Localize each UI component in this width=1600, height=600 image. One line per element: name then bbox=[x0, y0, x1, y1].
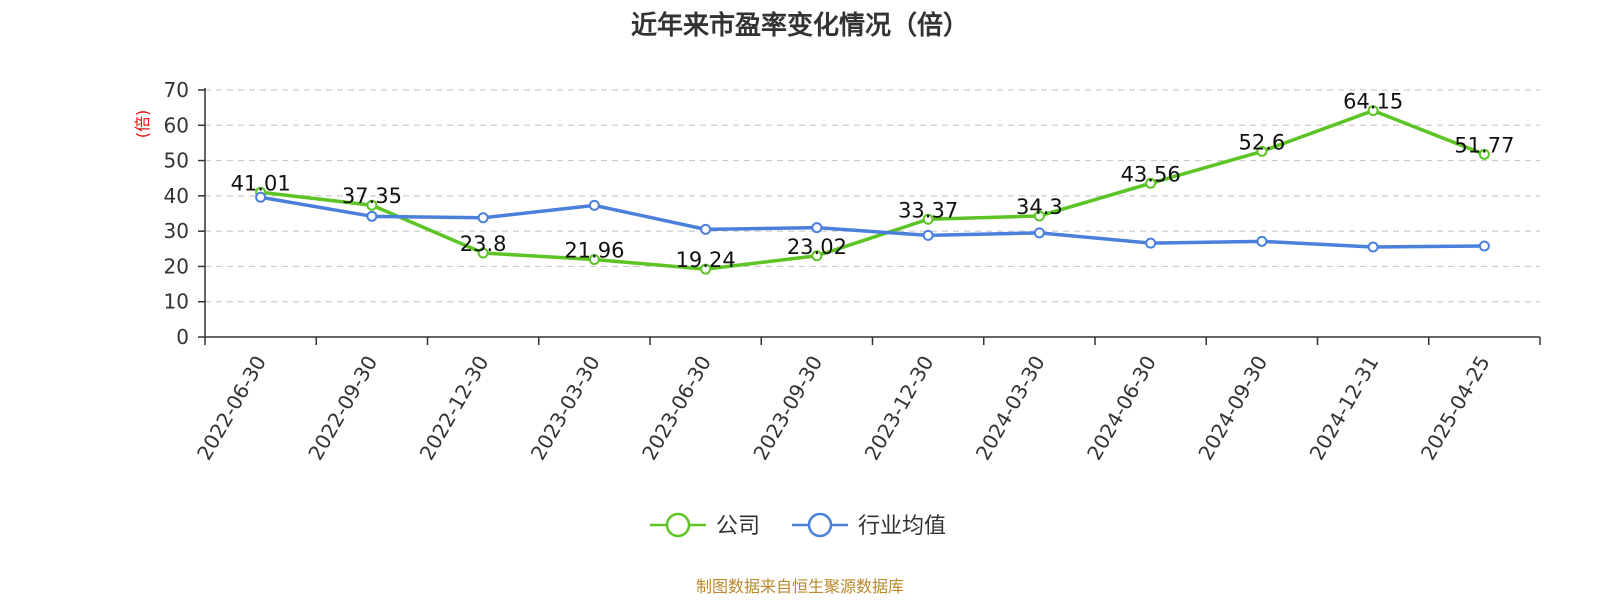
y-tick-label: 0 bbox=[176, 325, 189, 349]
y-axis-label: (倍) bbox=[133, 110, 152, 139]
chart-title: 近年来市盈率变化情况（倍） bbox=[631, 10, 969, 41]
y-tick-label: 20 bbox=[164, 254, 189, 278]
x-tick-label: 2024-12-31 bbox=[1305, 352, 1384, 465]
data-label: 64.15 bbox=[1343, 90, 1403, 114]
x-tick-label: 2025-04-25 bbox=[1416, 352, 1495, 465]
legend-label: 公司 bbox=[716, 514, 760, 539]
series-line-1 bbox=[260, 195, 1485, 249]
data-label: 19.24 bbox=[676, 248, 736, 272]
data-point[interactable] bbox=[1478, 148, 1490, 160]
legend-marker bbox=[807, 512, 833, 538]
data-label: 23.8 bbox=[460, 232, 507, 256]
data-point[interactable] bbox=[477, 247, 489, 259]
data-label: 37.35 bbox=[342, 184, 402, 208]
x-tick-label: 2022-06-30 bbox=[192, 352, 271, 465]
y-tick-label: 70 bbox=[164, 78, 189, 102]
data-point[interactable] bbox=[1256, 145, 1268, 157]
legend-marker bbox=[665, 512, 691, 538]
source-note: 制图数据来自恒生聚源数据库 bbox=[696, 577, 904, 596]
x-tick-label: 2023-06-30 bbox=[637, 352, 716, 465]
y-tick-label: 30 bbox=[164, 219, 189, 243]
data-point[interactable] bbox=[588, 254, 600, 266]
data-point[interactable] bbox=[922, 229, 934, 241]
series-lines bbox=[255, 105, 1490, 275]
axes: 0 10 20 30 40 50 60 70 2022-06-30 2022-09-30 2022-… bbox=[164, 78, 1541, 465]
x-tick-label: 2022-09-30 bbox=[303, 352, 382, 465]
x-tick-label: 2023-03-30 bbox=[526, 352, 605, 465]
legend[interactable]: 公司 行业均值 bbox=[650, 512, 946, 539]
data-point[interactable] bbox=[700, 223, 712, 235]
y-tick-label: 60 bbox=[164, 113, 189, 137]
data-point[interactable] bbox=[811, 222, 823, 234]
data-label: 52.6 bbox=[1238, 130, 1285, 154]
data-point[interactable] bbox=[1256, 235, 1268, 247]
x-tick-label: 2022-12-30 bbox=[415, 352, 494, 465]
data-labels: 41.01 37.35 23.8 21.96 19.24 23.02 33.37 34.3 43… bbox=[231, 90, 1515, 272]
data-point[interactable] bbox=[1367, 241, 1379, 253]
x-tick-label: 2023-12-30 bbox=[860, 352, 939, 465]
data-point[interactable] bbox=[1033, 210, 1045, 222]
legend-item-1[interactable]: 行业均值 bbox=[792, 512, 946, 539]
data-point[interactable] bbox=[477, 212, 489, 224]
data-point[interactable] bbox=[811, 250, 823, 262]
data-point[interactable] bbox=[1145, 177, 1157, 189]
data-label: 43.56 bbox=[1121, 162, 1181, 186]
y-tick-label: 10 bbox=[164, 290, 189, 314]
data-point[interactable] bbox=[1367, 105, 1379, 117]
x-tick-label: 2024-06-30 bbox=[1082, 352, 1161, 465]
y-tick-label: 50 bbox=[164, 149, 189, 173]
x-tick-label: 2024-09-30 bbox=[1193, 352, 1272, 465]
data-point[interactable] bbox=[588, 199, 600, 211]
data-point[interactable] bbox=[922, 213, 934, 225]
data-label: 51.77 bbox=[1454, 133, 1514, 157]
data-label: 34.3 bbox=[1016, 195, 1063, 219]
data-label: 33.37 bbox=[898, 198, 958, 222]
data-label: 21.96 bbox=[564, 239, 624, 263]
legend-item-0[interactable]: 公司 bbox=[650, 512, 760, 539]
data-point[interactable] bbox=[1033, 227, 1045, 239]
data-point[interactable] bbox=[700, 263, 712, 275]
grid-lines bbox=[205, 89, 1540, 303]
data-point[interactable] bbox=[255, 191, 267, 203]
data-label: 23.02 bbox=[787, 235, 847, 259]
legend-label: 行业均值 bbox=[858, 514, 946, 539]
data-point[interactable] bbox=[1478, 240, 1490, 252]
data-point[interactable] bbox=[366, 199, 378, 211]
x-tick-label: 2023-09-30 bbox=[748, 352, 827, 465]
data-label: 41.01 bbox=[231, 171, 291, 195]
y-tick-label: 40 bbox=[164, 184, 189, 208]
series-line-0 bbox=[260, 108, 1486, 271]
x-tick-label: 2024-03-30 bbox=[971, 352, 1050, 465]
data-point[interactable] bbox=[1145, 237, 1157, 249]
data-point[interactable] bbox=[366, 210, 378, 222]
